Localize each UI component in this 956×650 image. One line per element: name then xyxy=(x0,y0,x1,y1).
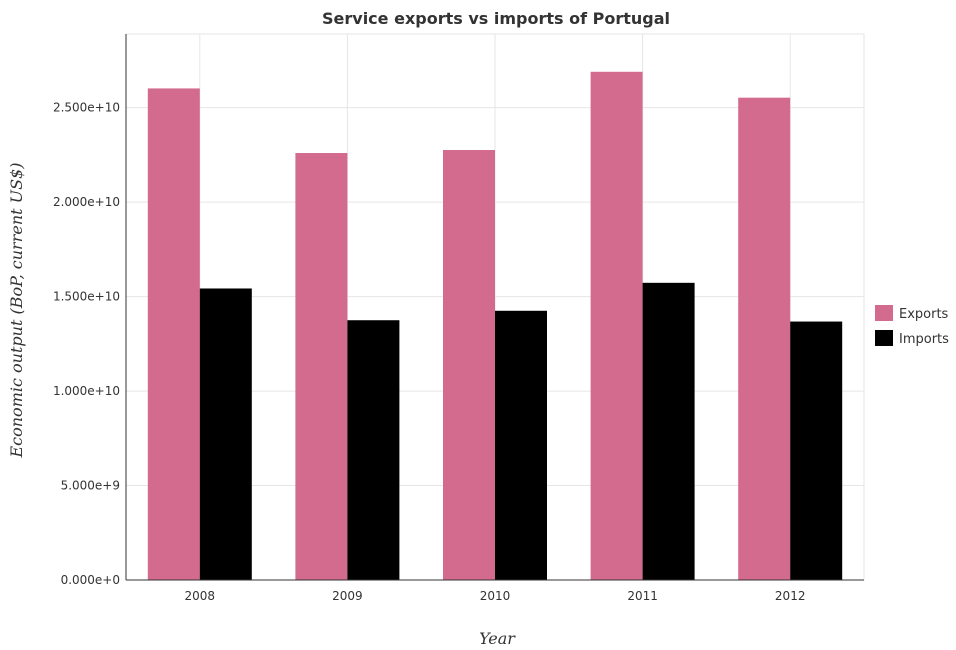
bar-exports-2012 xyxy=(738,97,791,580)
x-tick-label: 2012 xyxy=(775,589,806,603)
x-axis-label: Year xyxy=(479,629,516,648)
x-tick-label: 2008 xyxy=(185,589,216,603)
bar-exports-2009 xyxy=(295,153,348,580)
bar-imports-2008 xyxy=(199,288,252,580)
legend-label-exports: Exports xyxy=(899,307,949,322)
legend: Exports Imports xyxy=(875,305,949,347)
chart-title: Service exports vs imports of Portugal xyxy=(322,9,670,28)
legend-swatch-exports xyxy=(875,305,893,321)
y-axis-label: Economic output (BoP, current US$) xyxy=(7,162,26,458)
x-tick-label: 2010 xyxy=(480,589,511,603)
legend-label-imports: Imports xyxy=(899,332,949,347)
bar-imports-2012 xyxy=(790,321,843,580)
bars xyxy=(147,71,843,581)
bar-exports-2011 xyxy=(590,71,643,581)
y-tick-label: 2.000e+10 xyxy=(53,195,120,209)
y-tick-label: 2.500e+10 xyxy=(53,101,120,115)
bar-imports-2011 xyxy=(642,282,695,580)
y-tick-label: 1.500e+10 xyxy=(53,290,120,304)
axes: 0.000e+0 5.000e+9 1.000e+10 1.500e+10 2.000e… xyxy=(53,34,864,603)
bar-imports-2009 xyxy=(347,320,400,580)
y-tick-label: 0.000e+0 xyxy=(61,573,120,587)
legend-swatch-imports xyxy=(875,330,893,346)
x-tick-label: 2009 xyxy=(332,589,363,603)
y-tick-label: 1.000e+10 xyxy=(53,384,120,398)
bar-exports-2010 xyxy=(443,150,495,580)
bar-exports-2008 xyxy=(147,88,200,580)
bar-imports-2010 xyxy=(495,310,547,580)
x-tick-label: 2011 xyxy=(627,589,658,603)
y-tick-label: 5.000e+9 xyxy=(61,479,120,493)
